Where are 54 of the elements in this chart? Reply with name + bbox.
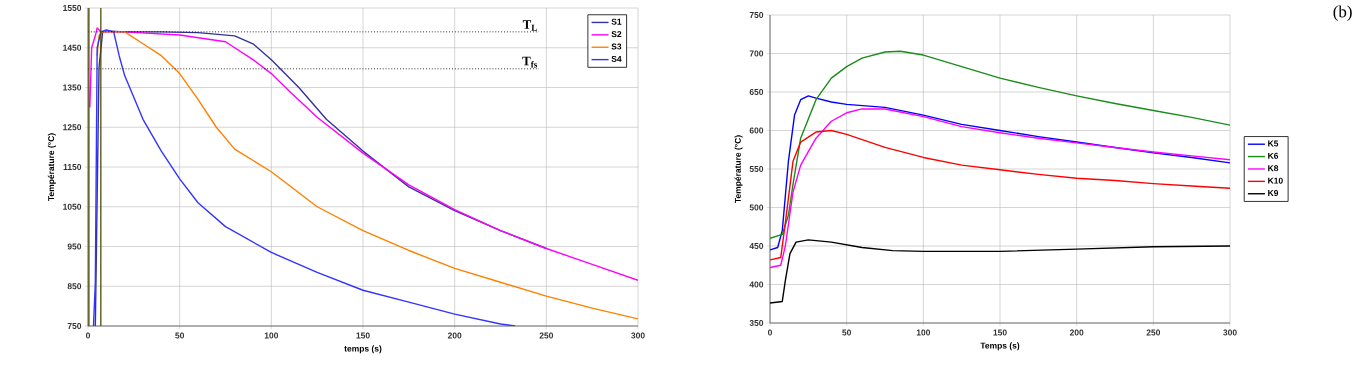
x-tick-label: 0 [767, 329, 773, 336]
legend-label: K10 [1268, 177, 1283, 184]
y-tick-label: 650 [749, 89, 764, 95]
y-tick-label: 500 [749, 204, 764, 211]
y-tick-label: 700 [749, 50, 764, 57]
line-series [770, 129, 1231, 261]
x-tick-label: 250 [1146, 329, 1161, 336]
x-tick-label: 100 [264, 332, 279, 339]
y-axis-title: Température (°C) [734, 135, 743, 203]
y-tick-label: 350 [749, 320, 764, 326]
line-series [770, 239, 1231, 304]
legend-label: K5 [1268, 140, 1279, 147]
ref-line-label: T$_{L}$ [522, 20, 537, 31]
y-tick-label: 1050 [63, 203, 82, 210]
legend-label: S1 [611, 18, 622, 25]
legend-label: S4 [611, 55, 622, 62]
legend-label: K9 [1268, 190, 1279, 197]
text: (b) [1333, 5, 1352, 21]
y-tick-label: 950 [67, 243, 82, 250]
x-tick-label: 50 [842, 329, 852, 336]
x-tick-label: 300 [1223, 329, 1237, 336]
x-tick-label: 0 [85, 332, 91, 339]
x-tick-label: 100 [916, 329, 931, 336]
y-tick-label: 1550 [63, 5, 82, 11]
y-tick-label: 1250 [63, 124, 82, 131]
legend-label: K8 [1268, 165, 1279, 172]
legend-label: S2 [611, 31, 622, 38]
line-series [770, 108, 1231, 269]
line-series [770, 50, 1231, 239]
x-tick-label: 200 [447, 332, 462, 339]
x-tick-label: 250 [539, 332, 554, 339]
y-tick-label: 750 [749, 12, 764, 18]
x-tick-label: 50 [175, 332, 185, 339]
y-tick-label: 600 [749, 127, 764, 134]
y-tick-label: 550 [749, 166, 764, 172]
x-tick-label: 300 [631, 332, 645, 339]
y-tick-label: 1150 [63, 164, 82, 170]
y-tick-label: 400 [749, 281, 764, 288]
x-tick-label: 150 [356, 332, 370, 339]
x-tick-label: 200 [1069, 329, 1084, 336]
line-series [96, 31, 638, 320]
y-tick-label: 450 [749, 243, 764, 249]
ref-line-label: T$_{fs}$ [522, 56, 538, 68]
y-tick-label: 1350 [63, 84, 82, 91]
x-axis-title: Temps (s) [980, 342, 1020, 351]
legend-label: S3 [611, 43, 622, 50]
y-tick-label: 850 [67, 283, 82, 290]
line-series [770, 95, 1231, 251]
x-axis-title: temps (s) [344, 345, 382, 354]
x-tick-label: 150 [993, 329, 1007, 336]
legend-label: K6 [1268, 152, 1279, 159]
y-tick-label: 750 [67, 323, 82, 329]
y-tick-label: 1450 [63, 44, 82, 51]
y-axis-title: Température (°C) [47, 133, 56, 201]
